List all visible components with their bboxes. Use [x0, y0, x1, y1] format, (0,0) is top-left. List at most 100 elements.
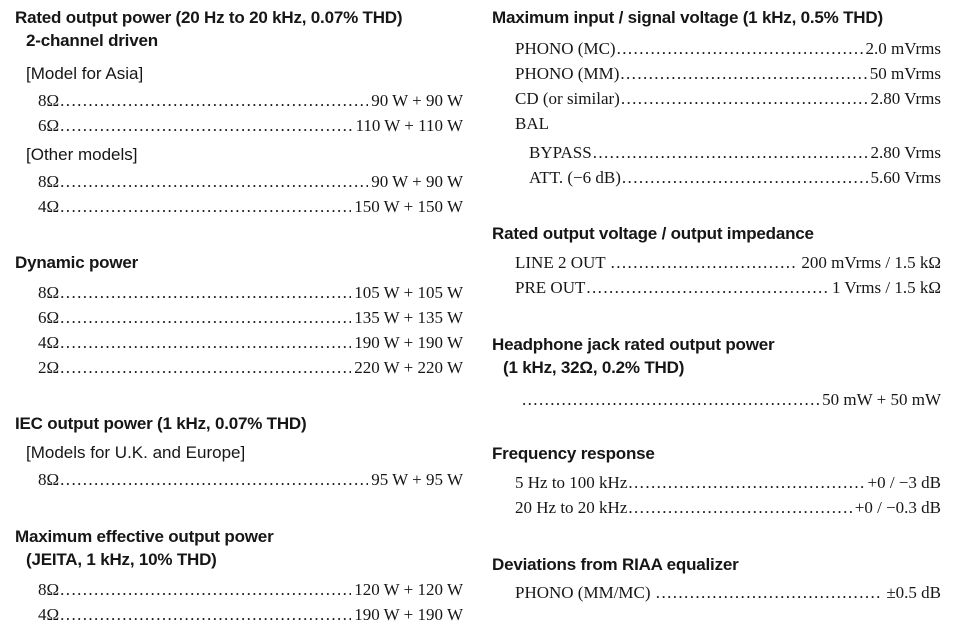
spec-value: 190 W + 190 W [354, 605, 463, 624]
spec-label: ATT. (−6 dB) [529, 168, 621, 187]
section-headphone-jack-power: Headphone jack rated output power (1 kHz… [492, 333, 941, 412]
spec-label: 8Ω [38, 91, 60, 110]
section-heading: Dynamic power [15, 253, 139, 272]
section-heading: Rated output voltage / output impedance [492, 224, 814, 243]
dot-leader [628, 495, 851, 520]
spec-value: 50 mVrms [869, 64, 941, 83]
spec-rows: 50 mW + 50 mW [492, 387, 941, 412]
section-heading: Maximum effective output power [15, 527, 274, 546]
spec-row: PHONO (MM) 50 mVrms [492, 61, 941, 86]
spec-row: 6Ω 135 W + 135 W [15, 305, 463, 330]
dot-leader [622, 165, 868, 190]
section-riaa-deviation: Deviations from RIAA equalizer PHONO (MM… [492, 553, 941, 605]
spec-label: BYPASS [529, 143, 592, 162]
spec-label: PHONO (MM) [515, 64, 620, 83]
spec-row: 8Ω 90 W + 90 W [15, 169, 463, 194]
right-column: Maximum input / signal voltage (1 kHz, 0… [492, 6, 941, 632]
section-heading: Deviations from RIAA equalizer [492, 555, 739, 574]
spec-value: 2.80 Vrms [870, 89, 941, 108]
spec-label: CD (or similar) [515, 89, 620, 108]
spec-rows: LINE 2 OUT 200 mVrms / 1.5 kΩ PRE OUT 1 … [492, 250, 941, 300]
spec-label: 8Ω [38, 172, 60, 191]
spec-rows: 8Ω 90 W + 90 W 4Ω 150 W + 150 W [15, 169, 463, 219]
spec-row: 50 mW + 50 mW [492, 387, 941, 412]
dot-leader [593, 140, 868, 165]
spec-label: 6Ω [38, 308, 60, 327]
spec-rows: 5 Hz to 100 kHz +0 / −3 dB 20 Hz to 20 k… [492, 470, 941, 520]
spec-row: PHONO (MC) 2.0 mVrms [492, 36, 941, 61]
spec-value: 220 W + 220 W [354, 358, 463, 377]
spec-value: 110 W + 110 W [355, 116, 464, 135]
spec-label: PHONO (MM/MC) [515, 583, 655, 602]
section-subheading: 2-channel driven [26, 31, 158, 50]
model-note: [Model for Asia] [26, 64, 144, 83]
dot-leader [611, 250, 799, 275]
spec-rows: 8Ω 120 W + 120 W 4Ω 190 W + 190 W [15, 577, 463, 627]
spec-value: 105 W + 105 W [354, 283, 463, 302]
dot-leader [620, 61, 866, 86]
dot-leader [586, 275, 829, 300]
spec-value: 2.0 mVrms [865, 39, 941, 58]
model-note: [Other models] [26, 145, 138, 164]
spec-value: 2.80 Vrms [870, 143, 941, 162]
spec-rows: 8Ω 105 W + 105 W 6Ω 135 W + 135 W 4Ω 190… [15, 280, 463, 380]
spec-rows: PHONO (MC) 2.0 mVrms PHONO (MM) 50 mVrms… [492, 36, 941, 190]
dot-leader [60, 305, 351, 330]
spec-label: 2Ω [38, 358, 60, 377]
spec-label: BAL [515, 114, 549, 133]
dot-leader [60, 280, 351, 305]
spec-value: 190 W + 190 W [354, 333, 463, 352]
spec-row: 4Ω 190 W + 190 W [15, 330, 463, 355]
dot-leader [617, 36, 863, 61]
section-rated-output-voltage: Rated output voltage / output impedance … [492, 222, 941, 300]
spec-label: 8Ω [38, 470, 60, 489]
spec-row: PRE OUT 1 Vrms / 1.5 kΩ [492, 275, 941, 300]
spec-row: LINE 2 OUT 200 mVrms / 1.5 kΩ [492, 250, 941, 275]
spec-label: 4Ω [38, 333, 60, 352]
spec-label: 8Ω [38, 283, 60, 302]
spec-row: 6Ω 110 W + 110 W [15, 113, 463, 138]
section-dynamic-power: Dynamic power 8Ω 105 W + 105 W 6Ω 135 W … [15, 251, 463, 380]
spec-value: 5.60 Vrms [870, 168, 941, 187]
spec-label: PHONO (MC) [515, 39, 616, 58]
spec-row: BYPASS 2.80 Vrms [492, 140, 941, 165]
spec-row: 5 Hz to 100 kHz +0 / −3 dB [492, 470, 941, 495]
section-heading: Frequency response [492, 444, 655, 463]
spec-value: 90 W + 90 W [371, 172, 463, 191]
spec-value: ±0.5 dB [886, 583, 941, 602]
dot-leader [60, 113, 352, 138]
section-frequency-response: Frequency response 5 Hz to 100 kHz +0 / … [492, 442, 941, 520]
spec-label: LINE 2 OUT [515, 253, 610, 272]
dot-leader [621, 86, 868, 111]
dot-leader [60, 88, 368, 113]
spec-value: +0 / −3 dB [867, 473, 942, 492]
spec-rows: 8Ω 95 W + 95 W [15, 467, 463, 492]
dot-leader [656, 580, 884, 605]
dot-leader [60, 169, 368, 194]
section-subheading: (1 kHz, 32Ω, 0.2% THD) [503, 358, 685, 377]
dot-leader [60, 355, 351, 380]
spec-row: PHONO (MM/MC) ±0.5 dB [492, 580, 941, 605]
spec-label: 6Ω [38, 116, 60, 135]
dot-leader [60, 467, 368, 492]
section-iec-output-power: IEC output power (1 kHz, 0.07% THD) [Mod… [15, 412, 463, 492]
spec-group-label: BAL [492, 111, 941, 136]
spec-value: +0 / −0.3 dB [854, 498, 941, 517]
spec-row: 20 Hz to 20 kHz +0 / −0.3 dB [492, 495, 941, 520]
dot-leader [60, 577, 351, 602]
section-max-input-signal-voltage: Maximum input / signal voltage (1 kHz, 0… [492, 6, 941, 190]
dot-leader [522, 387, 819, 412]
spec-value: 90 W + 90 W [371, 91, 463, 110]
spec-rows: PHONO (MM/MC) ±0.5 dB [492, 580, 941, 605]
spec-label: 4Ω [38, 197, 60, 216]
spec-row: 4Ω 190 W + 190 W [15, 602, 463, 627]
spec-value: 1 Vrms / 1.5 kΩ [831, 278, 941, 297]
model-note: [Models for U.K. and Europe] [26, 443, 246, 462]
spec-row: 8Ω 95 W + 95 W [15, 467, 463, 492]
spec-row: ATT. (−6 dB) 5.60 Vrms [492, 165, 941, 190]
dot-leader [628, 470, 864, 495]
dot-leader [60, 330, 351, 355]
spec-value: 50 mW + 50 mW [822, 390, 941, 409]
spec-value: 200 mVrms / 1.5 kΩ [801, 253, 941, 272]
